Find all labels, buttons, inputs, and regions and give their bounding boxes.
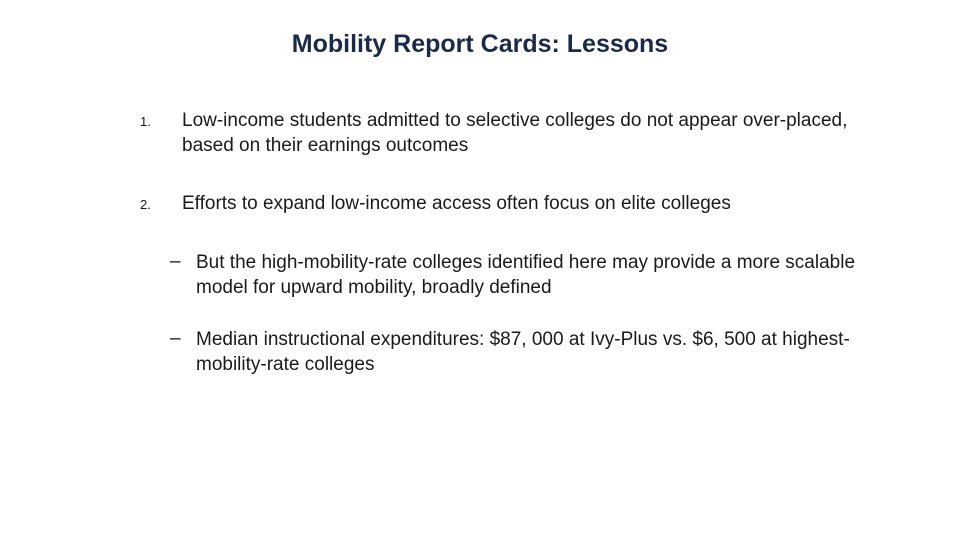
list-item: 2. Efforts to expand low-income access o… xyxy=(140,192,880,217)
sub-item: – But the high-mobility-rate colleges id… xyxy=(170,251,880,300)
list-item: 1. Low-income students admitted to selec… xyxy=(140,109,880,158)
item-number: 2. xyxy=(140,192,182,212)
item-text: Low-income students admitted to selectiv… xyxy=(182,109,880,158)
dash-bullet: – xyxy=(170,328,196,350)
item-text: Efforts to expand low-income access ofte… xyxy=(182,192,731,217)
dash-bullet: – xyxy=(170,251,196,273)
item-number: 1. xyxy=(140,109,182,129)
sub-item: – Median instructional expenditures: $87… xyxy=(170,328,880,377)
slide-title: Mobility Report Cards: Lessons xyxy=(40,30,920,59)
sub-item-text: But the high-mobility-rate colleges iden… xyxy=(196,251,880,300)
sub-list: – But the high-mobility-rate colleges id… xyxy=(170,251,880,378)
slide: Mobility Report Cards: Lessons 1. Low-in… xyxy=(0,0,960,540)
numbered-list: 1. Low-income students admitted to selec… xyxy=(140,109,880,217)
sub-item-text: Median instructional expenditures: $87, … xyxy=(196,328,880,377)
